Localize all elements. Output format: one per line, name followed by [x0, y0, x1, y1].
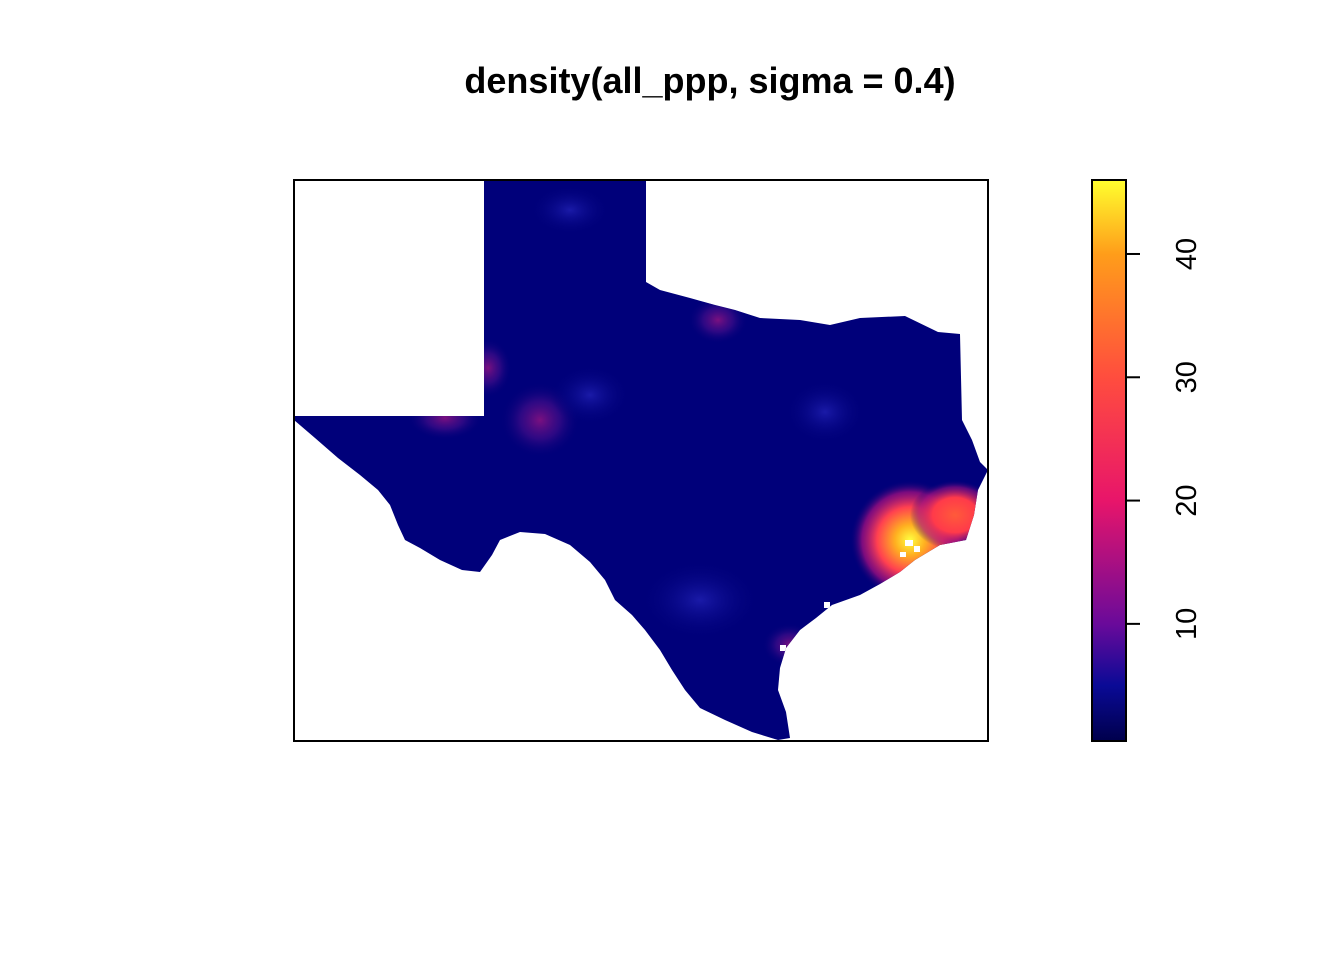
map-panel [293, 179, 989, 742]
coast-gap [900, 552, 906, 557]
colorbar-tick-label: 40 [1171, 238, 1203, 270]
colorbar-tick-label: 30 [1171, 361, 1203, 393]
plot-title: density(all_ppp, sigma = 0.4) [464, 60, 955, 101]
colorbar-legend: 10 20 30 40 [1091, 179, 1203, 742]
east-mild-spot [785, 380, 865, 444]
map-frame [293, 179, 989, 742]
corpus-christi-hotspot [762, 623, 818, 667]
coast-gap [914, 546, 920, 552]
colorbar-tick-label: 20 [1171, 484, 1203, 516]
north-hotspot [688, 296, 748, 344]
colorbar-gradient [1092, 180, 1126, 741]
colorbar-tick-label: 10 [1171, 608, 1203, 640]
panhandle-hotspot [464, 338, 512, 398]
west-hotspot-2 [407, 396, 483, 440]
coast-gap [780, 645, 786, 651]
texas-density-map [294, 180, 988, 740]
central-mild-spot [550, 365, 630, 425]
north-mild-spot [530, 185, 610, 235]
texas-region [294, 180, 988, 740]
coast-gap [786, 652, 791, 658]
colorbar-frame [1091, 179, 1127, 742]
beaumont-hotspot [910, 480, 988, 550]
coast-gap [905, 540, 913, 546]
coast-gap [824, 602, 830, 608]
colorbar-ticks: 10 20 30 40 [1126, 238, 1203, 640]
south-mild-spot [640, 560, 760, 640]
